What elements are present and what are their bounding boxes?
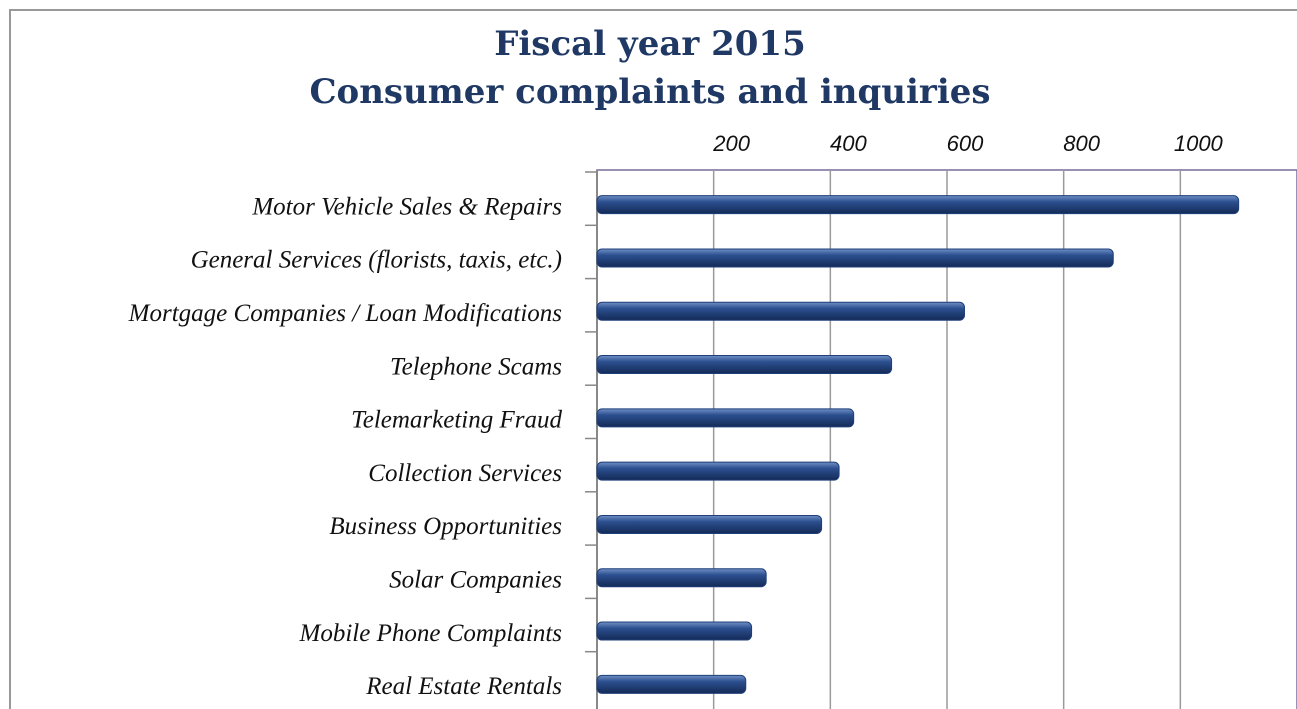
bar bbox=[596, 301, 965, 321]
bar bbox=[596, 514, 823, 534]
bar bbox=[596, 621, 753, 641]
bar bbox=[596, 568, 767, 588]
bar bbox=[596, 674, 747, 694]
y-tick-label: Business Opportunities bbox=[329, 513, 562, 540]
y-tick-label: Solar Companies bbox=[389, 566, 562, 593]
bar bbox=[596, 248, 1114, 268]
y-tick-label: General Services (florists, taxis, etc.) bbox=[191, 247, 562, 274]
frame bbox=[9, 9, 1297, 709]
chart-title: Fiscal year 2015 bbox=[494, 24, 805, 64]
x-tick-label: 600 bbox=[947, 131, 984, 156]
bar bbox=[596, 355, 893, 375]
y-tick-label: Motor Vehicle Sales & Repairs bbox=[251, 193, 562, 220]
y-tick-label: Collection Services bbox=[368, 460, 562, 487]
bar bbox=[596, 408, 855, 428]
y-tick-label: Telephone Scams bbox=[390, 353, 562, 380]
bar bbox=[596, 195, 1240, 215]
x-tick-label: 400 bbox=[830, 131, 867, 156]
bar bbox=[596, 461, 840, 481]
x-tick-label: 200 bbox=[712, 131, 750, 156]
x-tick-label: 1000 bbox=[1174, 131, 1224, 156]
chart-subtitle: Consumer complaints and inquiries bbox=[309, 72, 990, 112]
y-tick-label: Mortgage Companies / Loan Modifications bbox=[128, 300, 562, 327]
y-tick-label: Mobile Phone Complaints bbox=[299, 620, 562, 647]
x-tick-label: 800 bbox=[1063, 131, 1100, 156]
y-tick-label: Real Estate Rentals bbox=[365, 673, 562, 700]
y-tick-label: Telemarketing Fraud bbox=[351, 407, 562, 434]
